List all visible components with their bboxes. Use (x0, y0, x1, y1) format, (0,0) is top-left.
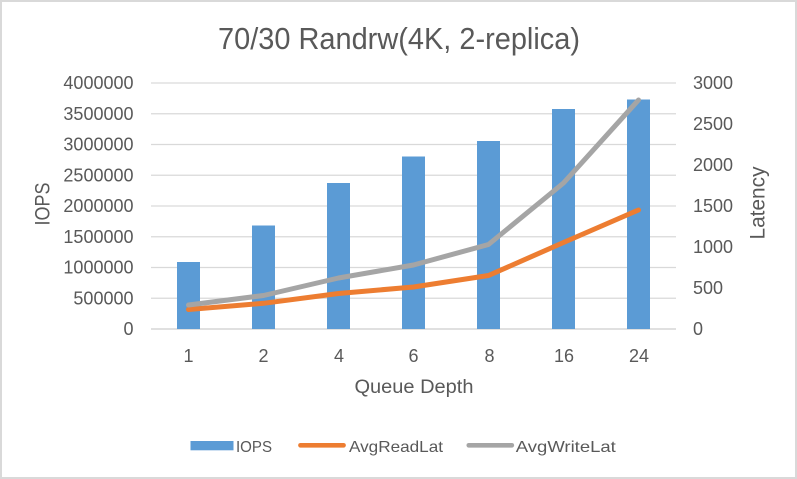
svg-text:Queue Depth: Queue Depth (355, 376, 474, 398)
svg-text:3000000: 3000000 (63, 135, 133, 155)
svg-text:2500000: 2500000 (63, 165, 133, 185)
svg-text:2000000: 2000000 (63, 196, 133, 216)
svg-text:4000000: 4000000 (63, 73, 133, 93)
svg-text:0: 0 (693, 319, 703, 339)
svg-text:2000: 2000 (693, 155, 733, 175)
svg-text:8: 8 (484, 346, 494, 366)
svg-text:0: 0 (123, 319, 133, 339)
svg-text:3000: 3000 (693, 73, 733, 93)
svg-text:AvgWriteLat: AvgWriteLat (516, 439, 617, 456)
svg-text:4: 4 (334, 346, 344, 366)
svg-text:Latency: Latency (746, 166, 770, 239)
svg-text:IOPS: IOPS (236, 439, 272, 456)
svg-text:1500: 1500 (693, 196, 733, 216)
svg-text:1000: 1000 (693, 237, 733, 257)
svg-text:70/30 Randrw(4K, 2-replica): 70/30 Randrw(4K, 2-replica) (218, 21, 580, 56)
svg-text:16: 16 (554, 346, 574, 366)
svg-text:2: 2 (258, 346, 268, 366)
svg-text:500000: 500000 (73, 288, 133, 308)
svg-text:1500000: 1500000 (63, 227, 133, 247)
svg-text:1000000: 1000000 (63, 258, 133, 278)
svg-text:24: 24 (629, 346, 649, 366)
svg-text:1: 1 (183, 346, 193, 366)
svg-text:IOPS: IOPS (31, 183, 55, 226)
svg-text:500: 500 (693, 278, 723, 298)
svg-text:6: 6 (408, 346, 418, 366)
svg-text:2500: 2500 (693, 114, 733, 134)
svg-text:3500000: 3500000 (63, 104, 133, 124)
svg-text:AvgReadLat: AvgReadLat (349, 439, 444, 456)
